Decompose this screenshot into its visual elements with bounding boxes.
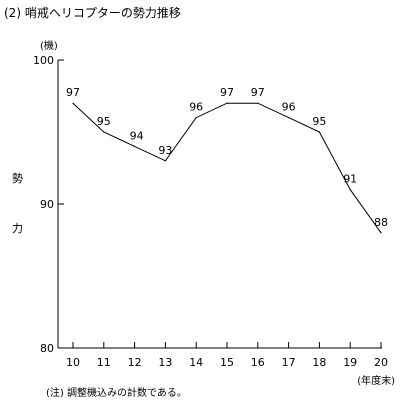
data-point	[164, 160, 166, 162]
data-label: 97	[220, 86, 234, 99]
y-unit-label: (機)	[40, 39, 58, 52]
data-label: 93	[158, 144, 172, 157]
y-tick-label: 90	[40, 198, 54, 211]
x-tick-label: 19	[343, 356, 357, 369]
data-label: 96	[282, 101, 296, 114]
data-label: 91	[343, 173, 357, 186]
chart-title: (2) 哨戒ヘリコプターの勢力推移	[4, 5, 181, 20]
data-point	[226, 102, 228, 104]
x-tick-label: 20	[374, 356, 388, 369]
axes	[57, 60, 382, 349]
data-point	[380, 232, 382, 234]
data-label: 95	[97, 115, 111, 128]
x-tick-label: 14	[189, 356, 203, 369]
y-tick-label: 100	[33, 54, 54, 67]
data-point	[103, 131, 105, 133]
x-ticks: 10 11 12 13 14 15 16 17 18 19 20	[66, 342, 388, 369]
y-axis-label-char-1: 勢	[12, 171, 23, 185]
data-label: 88	[374, 216, 388, 229]
x-tick-label: 13	[158, 356, 172, 369]
x-tick-label: 17	[282, 356, 296, 369]
y-tick-label: 80	[40, 342, 54, 355]
y-ticks: 80 90 100	[33, 54, 64, 355]
data-point	[195, 117, 197, 119]
y-axis-label-char-2: 力	[12, 222, 23, 235]
data-label: 95	[312, 115, 326, 128]
data-point	[288, 117, 290, 119]
series-line	[72, 102, 382, 234]
x-tick-label: 15	[220, 356, 234, 369]
data-point	[318, 131, 320, 133]
footnote: (注) 調整機込みの計数である。	[46, 386, 187, 399]
data-labels: 97 95 94 93 96 97 97 96 95 91 88	[66, 86, 388, 229]
data-label: 97	[251, 86, 265, 99]
x-unit-label: (年度末)	[357, 374, 395, 387]
data-label: 96	[189, 101, 203, 114]
data-point	[349, 189, 351, 191]
data-point	[134, 145, 136, 147]
x-tick-label: 11	[97, 356, 111, 369]
x-tick-label: 12	[128, 356, 142, 369]
data-label: 97	[66, 86, 80, 99]
data-point	[72, 102, 74, 104]
x-tick-label: 18	[312, 356, 326, 369]
data-label: 94	[130, 129, 144, 142]
data-point	[257, 102, 259, 104]
series	[72, 102, 382, 234]
x-tick-label: 10	[66, 356, 80, 369]
x-tick-label: 16	[251, 356, 265, 369]
